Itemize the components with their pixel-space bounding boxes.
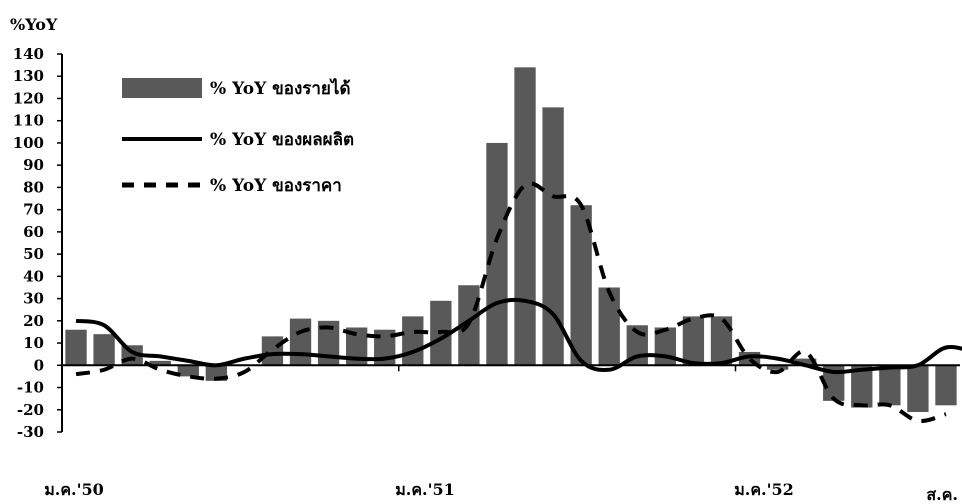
bar	[514, 67, 536, 366]
bar	[823, 365, 845, 401]
bar	[345, 327, 368, 366]
legend-label: % YoY ของราคา	[210, 176, 342, 196]
y-tick-label: 130	[13, 67, 44, 85]
bar	[93, 334, 115, 366]
y-axis-title: %YoY	[10, 15, 58, 34]
legend-label: % YoY ของผลผลิต	[210, 130, 354, 150]
bar	[766, 365, 789, 370]
price-series-line	[75, 181, 947, 424]
legend-swatch-revenue	[122, 78, 202, 98]
axes	[57, 53, 960, 433]
bar	[486, 142, 508, 366]
y-tick-label: -30	[17, 423, 44, 441]
y-tick-label: 20	[23, 312, 44, 330]
y-tick-label: 50	[23, 245, 44, 263]
bar	[570, 205, 592, 366]
y-tick-label: -20	[17, 401, 44, 419]
x-axis-labels: ม.ค.'50 ม.ค.'51 ม.ค.'52 ส.ค.	[44, 480, 958, 504]
bar	[794, 358, 817, 366]
legend: % YoY ของรายได้ % YoY ของผลผลิต % YoY ของร…	[122, 78, 354, 196]
bar	[851, 365, 873, 408]
y-tick-label: 80	[23, 178, 44, 196]
legend-label: % YoY ของรายได้	[210, 78, 350, 99]
bar	[907, 365, 929, 412]
bar	[65, 329, 87, 366]
bar-series	[65, 67, 957, 412]
x-tick-label: ส.ค.	[926, 485, 958, 504]
bar	[935, 365, 957, 406]
y-tick-label: 60	[23, 223, 44, 241]
bar	[289, 318, 312, 366]
y-tick-label: 110	[13, 112, 44, 130]
bar	[402, 316, 424, 366]
y-axis-ticks: 1401301201101009080706050403020100-10-20…	[13, 45, 44, 441]
bar	[177, 365, 199, 377]
y-tick-label: 30	[23, 290, 44, 308]
output-series-line	[75, 297, 962, 375]
line-series	[75, 181, 962, 424]
bar	[542, 107, 564, 366]
y-tick-label: 90	[23, 156, 44, 174]
y-tick-label: -10	[17, 379, 44, 397]
bar	[879, 365, 901, 406]
y-tick-label: 10	[23, 334, 44, 352]
bar	[149, 360, 171, 366]
y-tick-label: 0	[34, 356, 44, 374]
y-tick-label: 70	[23, 201, 44, 219]
bar	[261, 336, 284, 366]
y-tick-label: 40	[23, 267, 44, 285]
x-tick-label: ม.ค.'52	[734, 480, 794, 499]
x-tick-label: ม.ค.'51	[395, 480, 455, 499]
x-tick-label: ม.ค.'50	[44, 480, 104, 499]
y-tick-label: 140	[13, 45, 44, 63]
bar	[682, 316, 705, 366]
bar	[598, 287, 620, 366]
y-tick-label: 120	[13, 89, 44, 107]
bar	[710, 316, 733, 366]
y-tick-label: 100	[13, 134, 44, 152]
